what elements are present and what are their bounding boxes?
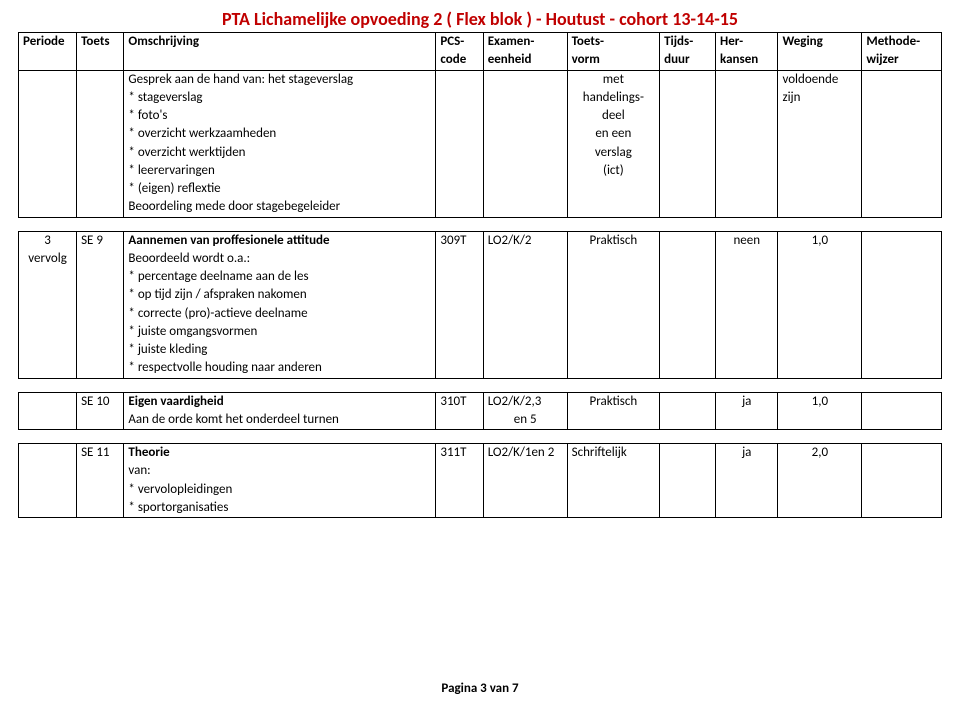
cell-weg: 1,0 (778, 231, 862, 250)
cell-periode: 3 (19, 231, 77, 250)
table-row: * percentage deelname aan de les (19, 268, 942, 286)
page-footer: Pagina 3 van 7 (0, 681, 960, 696)
page: PTA Lichamelijke opvoeding 2 ( Flex blok… (0, 0, 960, 704)
col-herk-2: kansen (716, 51, 778, 70)
cell-herk: neen (716, 231, 778, 250)
table-row: SE 10 Eigen vaardigheid 310T LO2/K/2,3 P… (19, 392, 942, 411)
col-exam-2: eenheid (483, 51, 567, 70)
table-row: * op tijd zijn / afspraken nakomen (19, 286, 942, 304)
table-row: * overzicht werkzaamheden en een (19, 125, 942, 143)
col-meth: Methode- (862, 33, 942, 52)
table-row: vervolg Beoordeeld wordt o.a.: (19, 250, 942, 268)
cell-weg: 1,0 (778, 392, 862, 411)
col-herk: Her- (716, 33, 778, 52)
col-tvorm-2: vorm (567, 51, 660, 70)
cell-tvorm: Schriftelijk (567, 444, 660, 463)
table-row: van: (19, 462, 942, 480)
cell-tvorm: Praktisch (567, 392, 660, 411)
cell-toets: SE 10 (77, 392, 124, 411)
col-tduur-2: duur (660, 51, 716, 70)
table-row: * foto's deel (19, 107, 942, 125)
cell-toets: SE 11 (77, 444, 124, 463)
col-periode: Periode (19, 33, 77, 52)
table-row: * leerervaringen (ict) (19, 162, 942, 180)
table-row: Beoordeling mede door stagebegeleider (19, 198, 942, 217)
page-title: PTA Lichamelijke opvoeding 2 ( Flex blok… (18, 8, 942, 30)
table-row: * juiste omgangsvormen (19, 323, 942, 341)
cell-tvorm: Praktisch (567, 231, 660, 250)
cell-omsch: Gesprek aan de hand van: het stageversla… (124, 70, 436, 89)
cell-tvorm: met (567, 70, 660, 89)
table-row: * vervolopleidingen (19, 481, 942, 499)
header-row: Periode Toets Omschrijving PCS- Examen- … (19, 33, 942, 52)
cell-pcs: 309T (436, 231, 483, 250)
col-weging: Weging (778, 33, 862, 52)
cell-herk: ja (716, 444, 778, 463)
col-toets: Toets (77, 33, 124, 52)
table-row: Gesprek aan de hand van: het stageversla… (19, 70, 942, 89)
cell-toets: SE 9 (77, 231, 124, 250)
spacer-row (19, 217, 942, 231)
col-tvorm: Toets- (567, 33, 660, 52)
spacer-row (19, 430, 942, 444)
table-row: * (eigen) reflextie (19, 180, 942, 198)
cell-omsch: Aannemen van proffesionele attitude (124, 231, 436, 250)
col-exam: Examen- (483, 33, 567, 52)
cell-omsch: Eigen vaardigheid (124, 392, 436, 411)
spacer-row (19, 378, 942, 392)
table-row: 3 SE 9 Aannemen van proffesionele attitu… (19, 231, 942, 250)
cell-weging: voldoende (778, 70, 862, 89)
cell-omsch: Theorie (124, 444, 436, 463)
cell-herk: ja (716, 392, 778, 411)
col-pcs: PCS- (436, 33, 483, 52)
table-row: Aan de orde komt het onderdeel turnen en… (19, 411, 942, 430)
table-row: * juiste kleding (19, 341, 942, 359)
table-row: * sportorganisaties (19, 499, 942, 518)
pta-table: Periode Toets Omschrijving PCS- Examen- … (18, 32, 942, 518)
col-meth-2: wijzer (862, 51, 942, 70)
col-tduur: Tijds- (660, 33, 716, 52)
cell-weg: 2,0 (778, 444, 862, 463)
table-row: * overzicht werktijden verslag (19, 144, 942, 162)
col-omschrijving: Omschrijving (124, 33, 436, 52)
table-row: SE 11 Theorie 311T LO2/K/1en 2 Schriftel… (19, 444, 942, 463)
cell-exam: LO2/K/2,3 (483, 392, 567, 411)
table-row: * stageverslag handelings- zijn (19, 89, 942, 107)
header-row-2: code eenheid vorm duur kansen wijzer (19, 51, 942, 70)
table-row: * respectvolle houding naar anderen (19, 359, 942, 378)
cell-pcs: 310T (436, 392, 483, 411)
cell-exam: LO2/K/1en 2 (483, 444, 567, 463)
table-row: * correcte (pro)-actieve deelname (19, 305, 942, 323)
cell-pcs: 311T (436, 444, 483, 463)
col-pcs-2: code (436, 51, 483, 70)
cell-exam: LO2/K/2 (483, 231, 567, 250)
